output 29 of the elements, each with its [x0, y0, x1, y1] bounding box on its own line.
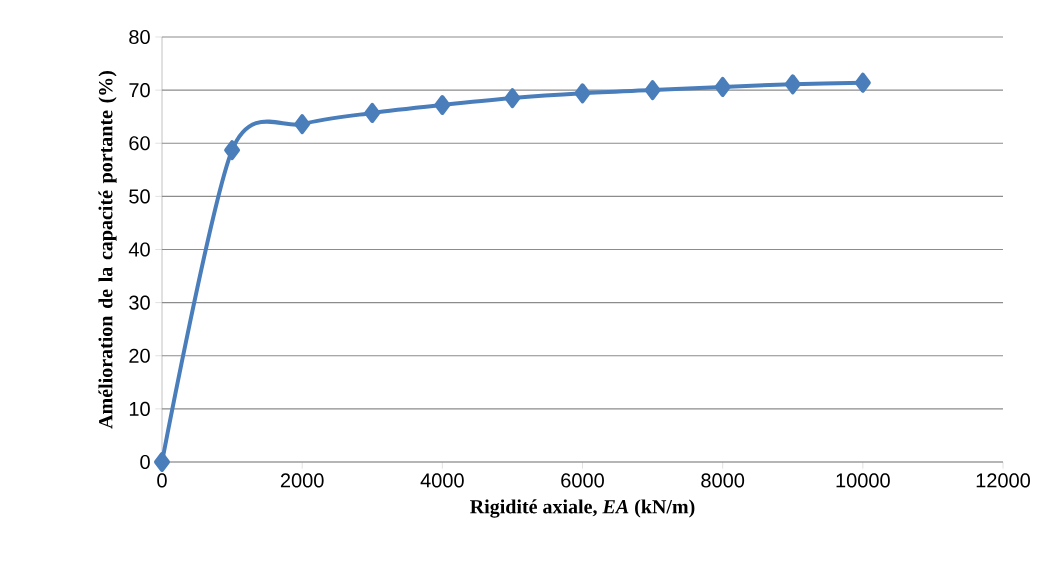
point [294, 114, 311, 135]
y-tick-label: 60 [129, 136, 150, 151]
point [644, 80, 661, 101]
point [504, 88, 521, 109]
y-tick-label: 20 [129, 348, 150, 363]
point [714, 76, 731, 97]
y-tick-label: 30 [129, 295, 150, 310]
y-tick-label: 70 [129, 83, 150, 98]
y-tick-label: 10 [129, 401, 150, 416]
y-tick-label: 0 [140, 454, 150, 470]
point [154, 452, 171, 472]
x-tick-label: 4000 [420, 473, 464, 488]
point [364, 102, 381, 123]
point [574, 83, 591, 104]
y-tick-label: 40 [128, 242, 150, 257]
point [784, 74, 801, 95]
x-tick-label: 6000 [561, 473, 604, 488]
x-tick-label: 10000 [836, 473, 890, 488]
y-tick-label: 80 [129, 29, 150, 45]
x-tick-label: 0 [157, 473, 167, 488]
y-tick-label: 50 [129, 189, 150, 204]
y-axis-title: Amélioration de la capacité portante (%) [98, 70, 117, 429]
x-tick-label: 2000 [280, 473, 324, 488]
x-tick-label: 12000 [976, 473, 1031, 488]
point [224, 140, 241, 161]
point [434, 95, 451, 115]
point [854, 72, 871, 93]
x-axis-title: Rigidité axiale, EA (kN/m) [470, 499, 695, 518]
x-tick-label: 8000 [701, 473, 745, 488]
